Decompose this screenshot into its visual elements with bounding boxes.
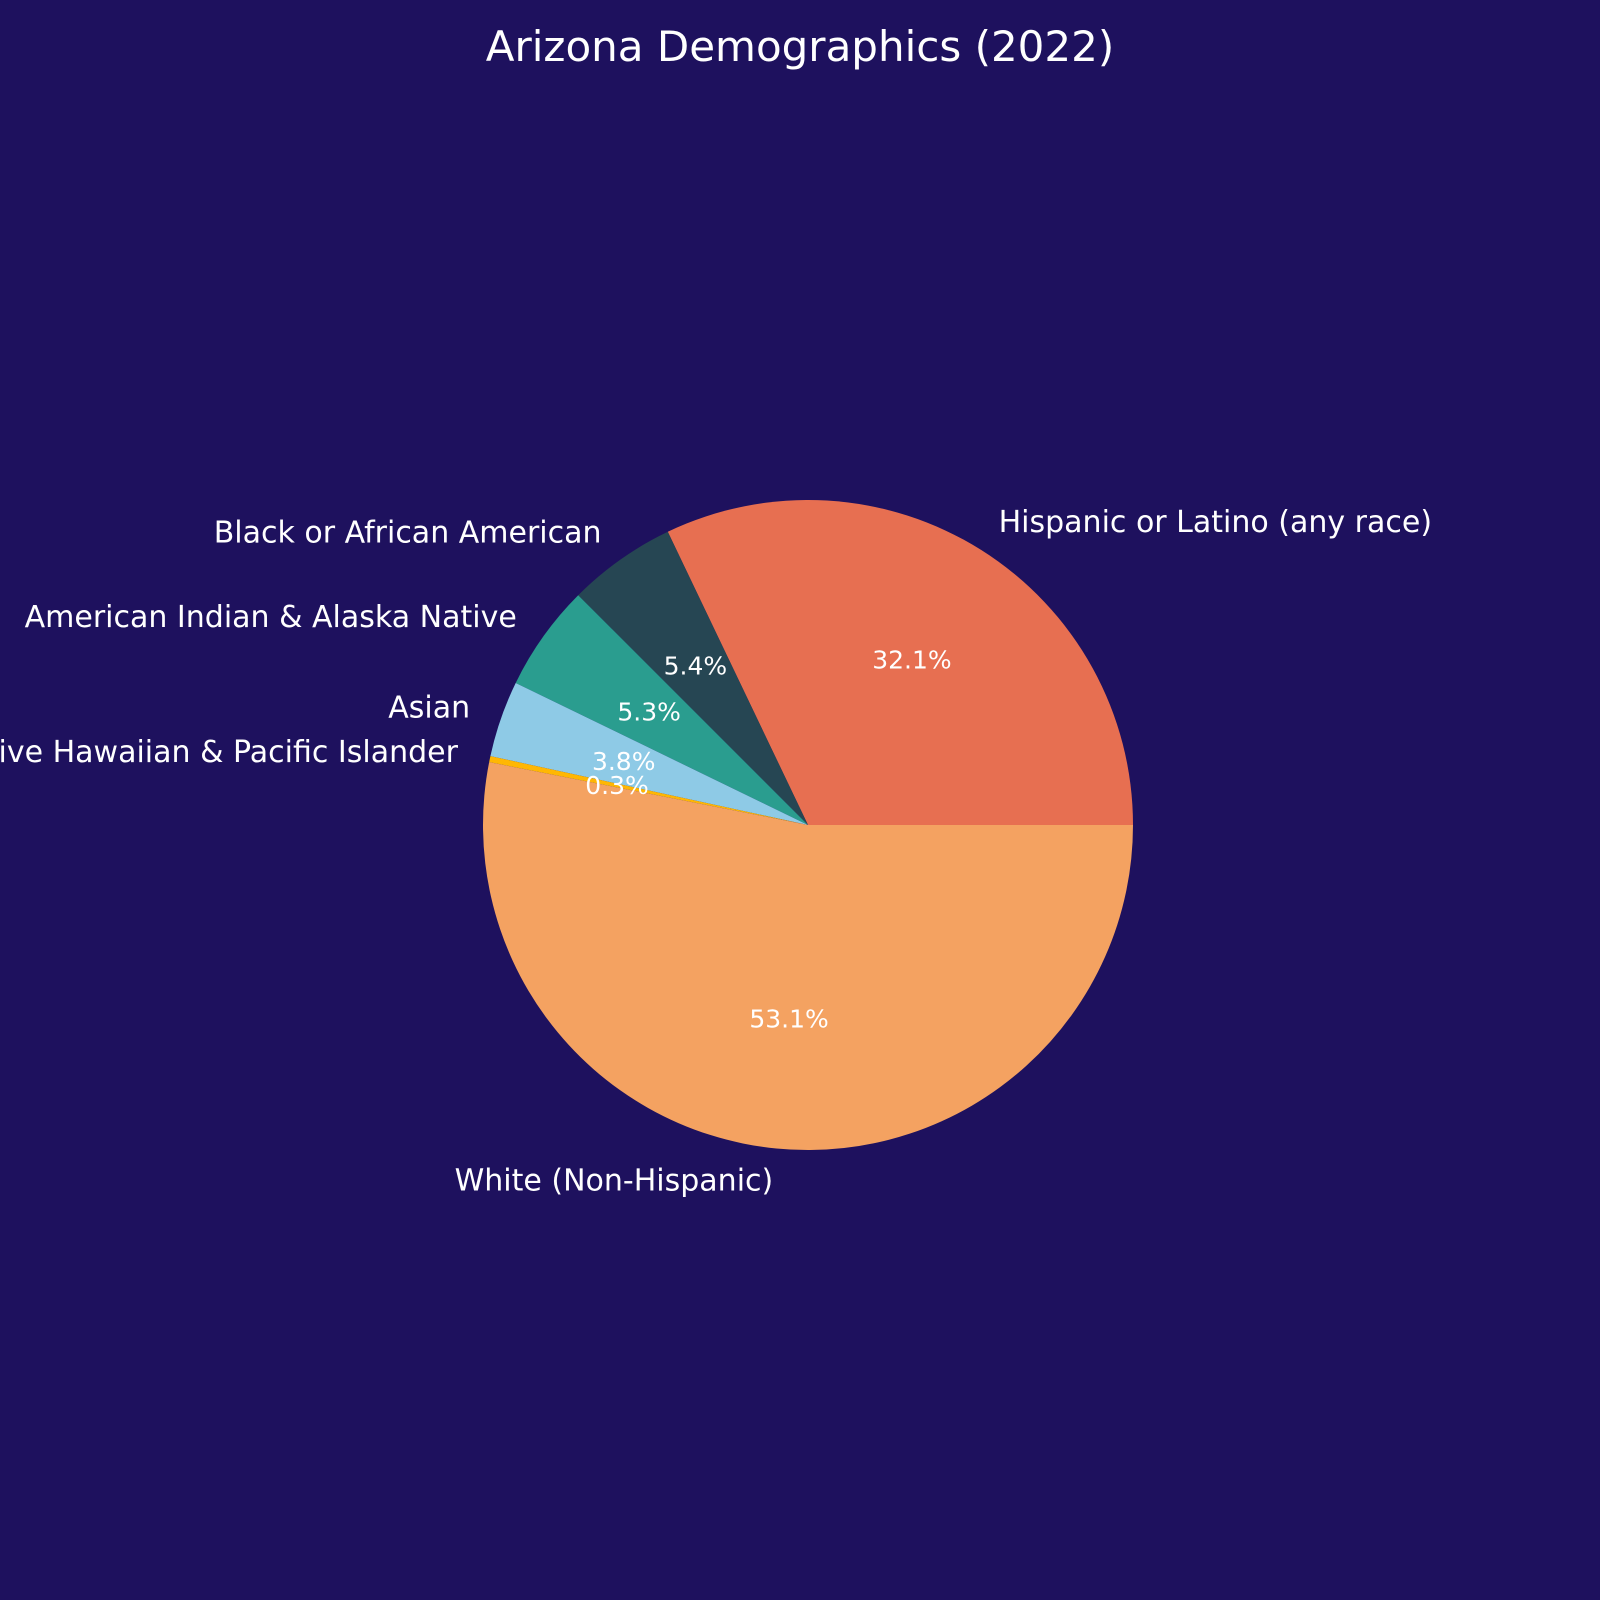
pie-slice-white-non-hispanic [483,762,1133,1151]
slice-label-asian: Asian [388,691,470,726]
slice-label-black-or-african-american: Black or African American [214,516,602,551]
slice-label-native-hawaiian-pacific-islander: Native Hawaiian & Pacific Islander [0,735,459,770]
slice-percent-native-hawaiian-pacific-islander: 0.3% [585,771,649,800]
pie-labels: Hispanic or Latino (any race) 32.1% Black … [0,505,1432,1198]
slice-percent-american-indian-alaska-native: 5.3% [617,697,681,726]
slice-percent-hispanic-or-latino-any-race: 32.1% [872,646,951,675]
slice-percent-black-or-african-american: 5.4% [664,651,728,680]
chart-title: Arizona Demographics (2022) [485,22,1115,71]
pie-slice-hispanic-or-latino-any-race [667,500,1133,825]
slice-label-white-non-hispanic: White (Non-Hispanic) [455,1163,774,1198]
pie-slices [483,500,1133,1151]
slice-percent-white-non-hispanic: 53.1% [749,1005,828,1034]
pie-slice-native-hawaiian-pacific-islander [489,756,808,825]
slice-percent-asian: 3.8% [592,747,656,776]
slice-label-hispanic-or-latino-any-race: Hispanic or Latino (any race) [999,505,1432,540]
pie-slice-american-indian-alaska-native [515,595,808,825]
pie-slice-black-or-african-american [578,531,808,825]
slice-label-american-indian-alaska-native: American Indian & Alaska Native [25,600,517,635]
pie-slice-asian [490,682,808,825]
